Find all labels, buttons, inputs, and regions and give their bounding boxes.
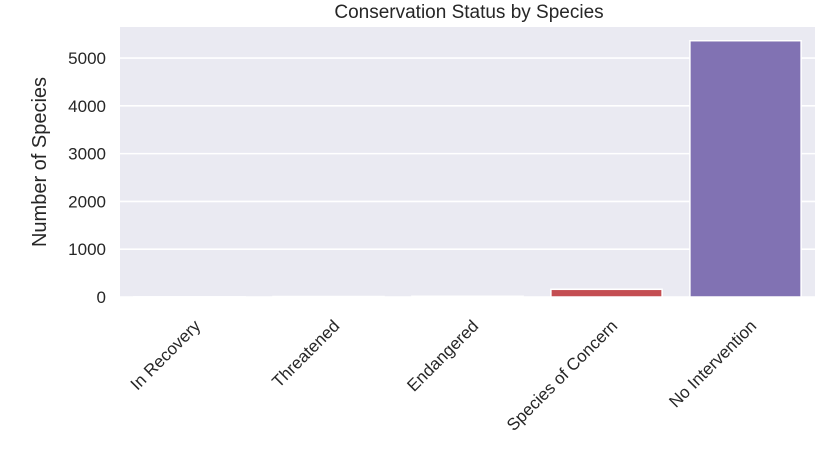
y-tick-label: 5000 [68,49,106,68]
y-tick-label: 0 [97,288,106,307]
x-tick-label: Endangered [403,316,482,395]
bars [133,39,802,299]
y-tick-label: 1000 [68,240,106,259]
bar-no-intervention [689,39,802,298]
bar-threatened [272,295,385,298]
bar-species-of-concern [550,288,663,298]
x-tick-label: In Recovery [127,316,205,394]
chart-title: Conservation Status by Species [334,2,603,23]
y-axis-label: Number of Species [29,77,51,247]
y-axis-ticks: 0 1000 2000 3000 4000 5000 [68,49,106,307]
bar-endangered [411,295,524,298]
y-tick-label: 2000 [68,192,106,211]
y-tick-label: 3000 [68,145,106,164]
x-tick-label: Threatened [268,316,343,391]
x-axis-ticks: In Recovery Threatened Endangered Species o… [127,316,761,435]
y-tick-label: 4000 [68,97,106,116]
x-tick-label: Species of Concern [503,316,621,434]
x-tick-label: No Intervention [665,316,760,411]
bar-in-recovery [133,296,246,299]
